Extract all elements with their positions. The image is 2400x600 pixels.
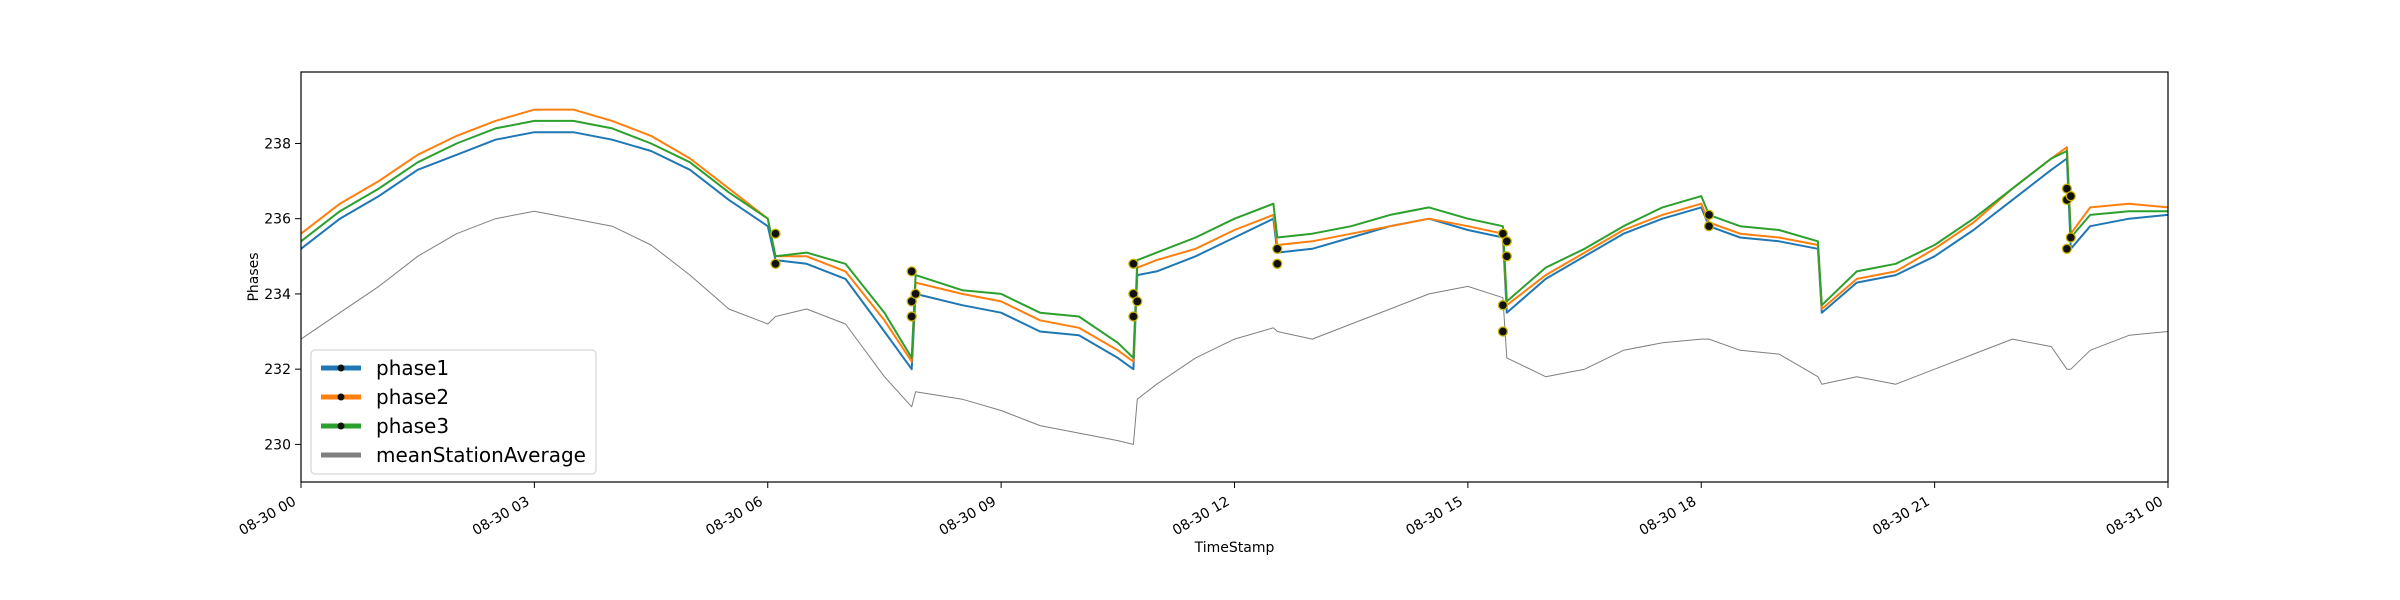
legend-label-phase3: phase3 — [376, 414, 449, 438]
legend-label-phase2: phase2 — [376, 385, 449, 409]
anomaly-marker-phase1 — [2065, 232, 2076, 243]
series-line-phase1 — [300, 131, 2169, 371]
anomaly-marker-phase2 — [770, 258, 781, 269]
series-line-phase2 — [300, 108, 2169, 363]
x-tick-label: 08-30 00 — [236, 494, 299, 539]
y-tick-label: 234 — [264, 287, 291, 303]
plot-lines — [300, 108, 2169, 445]
y-tick-label: 236 — [264, 212, 291, 228]
anomaly-marker-phase1 — [1501, 251, 1512, 262]
anomaly-marker-phase1 — [910, 288, 921, 300]
legend-marker-phase3 — [337, 422, 345, 430]
legend: phase1 phase2 phase3 meanStationAverage — [310, 349, 597, 475]
legend-marker-phase1 — [337, 364, 345, 372]
anomaly-markers — [770, 183, 2076, 337]
y-tick-label: 238 — [264, 136, 291, 152]
anomaly-marker-phase1 — [1132, 296, 1143, 307]
anomaly-marker-phase1 — [2061, 243, 2073, 254]
x-axis: 08-30 00 08-30 03 08-30 06 08-30 09 08-30 12… — [236, 482, 2169, 539]
anomaly-marker-phase2 — [906, 266, 917, 277]
x-tick-label: 08-30 21 — [1870, 494, 1933, 539]
x-axis-label: TimeStamp — [1194, 540, 1275, 556]
y-tick-label: 230 — [264, 437, 291, 453]
x-tick-label: 08-30 06 — [703, 494, 766, 539]
anomaly-marker-phase1 — [1128, 311, 1139, 322]
y-tick-label: 232 — [264, 362, 291, 378]
x-tick-label: 08-30 12 — [1170, 494, 1233, 539]
legend-label-meanStationAverage: meanStationAverage — [376, 443, 586, 467]
anomaly-marker-phase1 — [1497, 326, 1509, 337]
y-axis: 230 232 234 236 238 — [264, 136, 301, 453]
anomaly-marker-phase1 — [1272, 243, 1283, 254]
x-tick-label: 08-31 00 — [2103, 494, 2166, 539]
x-tick-label: 08-30 09 — [937, 494, 1000, 539]
legend-box — [310, 349, 597, 475]
x-tick-label: 08-30 03 — [470, 494, 533, 539]
anomaly-marker-phase3 — [1501, 236, 1512, 247]
anomaly-marker-phase1 — [1703, 209, 1715, 221]
x-tick-label: 08-30 18 — [1637, 494, 1700, 539]
anomaly-marker-phase1 — [770, 228, 781, 239]
anomaly-marker-phase2 — [1703, 221, 1715, 232]
anomaly-marker-phase1 — [906, 311, 917, 322]
series-line-meanStationAverage — [300, 210, 2169, 445]
y-axis-label: Phases — [246, 252, 262, 301]
anomaly-marker-phase2 — [1272, 258, 1283, 269]
anomaly-marker-phase3 — [1497, 300, 1509, 311]
legend-marker-phase2 — [337, 393, 345, 401]
anomaly-marker-phase3 — [2065, 190, 2076, 202]
anomaly-marker-phase2 — [1128, 258, 1139, 269]
x-tick-label: 08-30 15 — [1403, 494, 1466, 539]
series-line-phase3 — [300, 119, 2168, 359]
legend-label-phase1: phase1 — [376, 356, 449, 380]
